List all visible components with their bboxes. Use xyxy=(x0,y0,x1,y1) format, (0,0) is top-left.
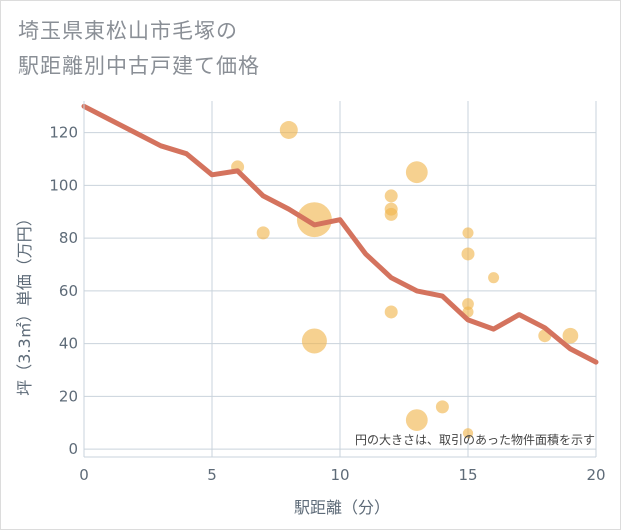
x-tick-label: 5 xyxy=(207,466,217,484)
bubble-point xyxy=(384,305,398,319)
y-tick-label: 60 xyxy=(59,282,78,300)
y-tick-label: 120 xyxy=(49,124,78,142)
bubble-point xyxy=(462,428,474,439)
trend-line-series xyxy=(81,103,599,365)
bubble-point xyxy=(488,272,500,284)
y-axis-label: 坪（3.3㎡）単価（万円） xyxy=(15,210,34,395)
bubble-point xyxy=(562,327,579,344)
bubble-point xyxy=(384,189,398,203)
bubble-point xyxy=(461,247,475,261)
grid-lines xyxy=(83,101,597,457)
bubble-point xyxy=(301,328,327,354)
bubble-point xyxy=(384,207,398,221)
x-tick-label: 0 xyxy=(79,466,89,484)
bubble-size-note: 円の大きさは、取引のあった物件面積を示す xyxy=(355,432,595,447)
bubble-point xyxy=(462,298,474,310)
bubble-point xyxy=(405,409,428,431)
y-tick-label: 0 xyxy=(68,440,78,458)
chart-title-line-2: 駅距離別中古戸建て価格 xyxy=(18,54,260,78)
chart-title-line-1: 埼玉県東松山市毛塚の xyxy=(18,19,238,43)
y-tick-label: 40 xyxy=(59,335,78,353)
bubble-point xyxy=(279,121,298,139)
chart-title: 埼玉県東松山市毛塚の 駅距離別中古戸建て価格 xyxy=(18,14,260,84)
axes: 0 5 10 15 20 0 20 40 60 80 100 120 xyxy=(49,101,606,484)
x-tick-label: 15 xyxy=(458,466,477,484)
bubble-point xyxy=(435,400,449,414)
y-tick-label: 80 xyxy=(59,229,78,247)
x-axis-label: 駅距離（分） xyxy=(294,498,390,517)
y-tick-label: 100 xyxy=(49,176,78,194)
x-tick-label: 20 xyxy=(586,466,605,484)
y-tick-label: 20 xyxy=(59,387,78,405)
bubble-series xyxy=(231,121,579,439)
x-tick-label: 10 xyxy=(330,466,349,484)
bubble-point xyxy=(296,202,332,238)
bubble-point xyxy=(256,226,270,240)
trend-line xyxy=(81,103,599,365)
bubble-point xyxy=(462,227,474,239)
bubble-point xyxy=(405,161,428,184)
